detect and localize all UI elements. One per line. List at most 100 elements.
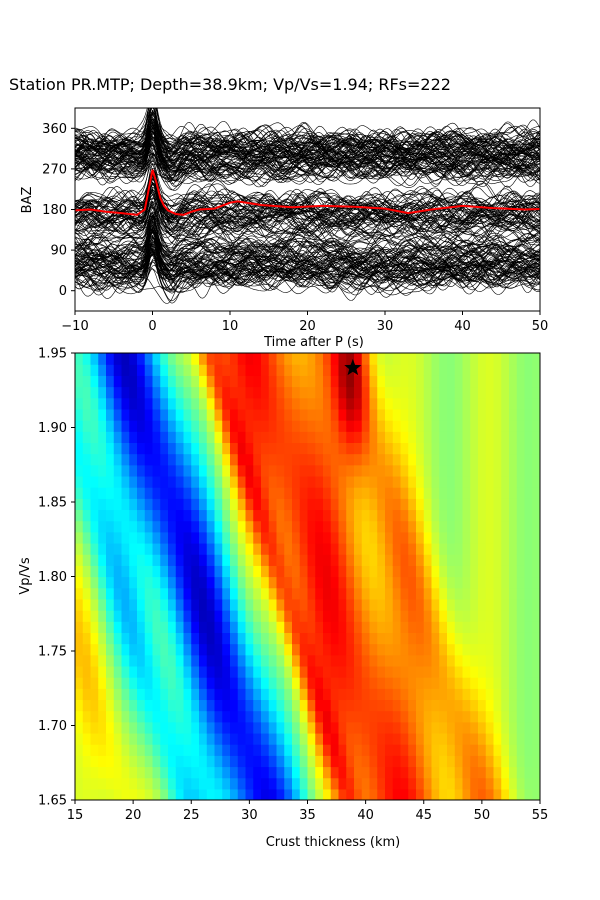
heatmap-cell (90, 699, 99, 712)
heatmap-cell (423, 408, 433, 421)
heatmap-cell (400, 408, 409, 421)
heatmap-cell (261, 732, 270, 745)
heatmap-cell (214, 632, 223, 645)
heatmap-cell (206, 554, 216, 566)
heatmap-cell (385, 420, 394, 432)
heatmap-cell (392, 610, 402, 622)
heatmap-cell (222, 520, 231, 533)
heatmap-cell (276, 498, 285, 511)
heatmap-cell (377, 431, 386, 443)
heatmap-cell (532, 710, 540, 723)
heatmap-cell (90, 587, 99, 600)
heatmap-cell (168, 431, 177, 443)
rf-trace (75, 132, 540, 164)
heatmap-cell (90, 408, 99, 421)
heatmap-cell (400, 554, 409, 566)
heatmap-cell (501, 498, 510, 511)
heatmap-cell (315, 565, 324, 578)
heatmap-cell (439, 766, 448, 779)
heatmap-cell (121, 464, 130, 477)
heatmap-cell (315, 632, 324, 645)
heatmap-cell (485, 353, 495, 365)
heatmap-cell (431, 643, 440, 656)
heatmap-cell (98, 576, 107, 589)
heatmap-cell (346, 766, 355, 779)
heatmap-cell (323, 431, 332, 443)
heatmap-cell (516, 554, 526, 566)
heatmap-cell (292, 777, 301, 790)
heatmap-cell (493, 464, 502, 477)
rf-trace (75, 119, 540, 159)
heatmap-cell (485, 420, 495, 432)
heatmap-cell (214, 375, 223, 388)
heatmap-cell (478, 777, 487, 790)
heatmap-cell (82, 654, 92, 667)
heatmap-cell (121, 475, 130, 488)
heatmap-cell (361, 386, 371, 399)
heatmap-cell (416, 710, 425, 723)
heatmap-cell (268, 587, 278, 600)
heatmap-cell (245, 621, 254, 633)
heatmap-cell (253, 353, 262, 365)
heatmap-cell (524, 732, 533, 745)
heatmap-cell (330, 487, 340, 499)
heatmap-cell (323, 542, 332, 555)
heatmap-cell (346, 431, 355, 443)
heatmap-cell (129, 453, 138, 466)
heatmap-cell (82, 408, 92, 421)
heatmap-cell (524, 520, 533, 533)
heatmap-cell (439, 520, 448, 533)
heatmap-cell (199, 475, 208, 488)
heatmap-cell (330, 431, 340, 443)
heatmap-cell (199, 542, 208, 555)
heatmap-cell (191, 464, 200, 477)
heatmap-cell (284, 654, 293, 667)
heatmap-cell (307, 610, 316, 622)
heatmap-cell (206, 755, 216, 768)
heatmap-cell (214, 487, 223, 499)
heatmap-cell (377, 677, 386, 689)
heatmap-cell (191, 554, 200, 566)
hk-x-tick-label: 35 (299, 808, 316, 823)
heatmap-cell (509, 598, 518, 611)
heatmap-cell (214, 397, 223, 410)
heatmap-cell (191, 453, 200, 466)
heatmap-cell (509, 442, 518, 455)
heatmap-cell (323, 386, 332, 399)
heatmap-cell (447, 364, 456, 376)
heatmap-cell (361, 520, 371, 533)
heatmap-cell (268, 364, 278, 376)
heatmap-cell (478, 766, 487, 779)
heatmap-cell (90, 665, 99, 678)
heatmap-cell (90, 788, 99, 800)
heatmap-cell (400, 498, 409, 511)
rf-x-tick-label: 10 (222, 319, 239, 334)
heatmap-cell (245, 654, 254, 667)
heatmap-cell (493, 654, 502, 667)
heatmap-cell (315, 610, 324, 622)
heatmap-cell (462, 721, 471, 734)
heatmap-cell (354, 364, 363, 376)
rf-trace (75, 108, 540, 157)
heatmap-cell (113, 487, 123, 499)
heatmap-cell (206, 621, 216, 633)
heatmap-cell (144, 554, 154, 566)
heatmap-cell (454, 632, 464, 645)
heatmap-cell (447, 699, 456, 712)
heatmap-cell (292, 386, 301, 399)
heatmap-cell (315, 554, 324, 566)
heatmap-cell (113, 475, 123, 488)
heatmap-cell (160, 420, 169, 432)
heatmap-cell (121, 632, 130, 645)
heatmap-cell (261, 464, 270, 477)
heatmap-cell (439, 397, 448, 410)
heatmap-cell (276, 688, 285, 701)
heatmap-cell (292, 732, 301, 745)
heatmap-cell (299, 688, 309, 701)
heatmap-cell (532, 408, 540, 421)
heatmap-cell (307, 665, 316, 678)
heatmap-cell (516, 788, 526, 800)
heatmap-cell (268, 665, 278, 678)
heatmap-cell (439, 531, 448, 544)
heatmap-cell (431, 353, 440, 365)
